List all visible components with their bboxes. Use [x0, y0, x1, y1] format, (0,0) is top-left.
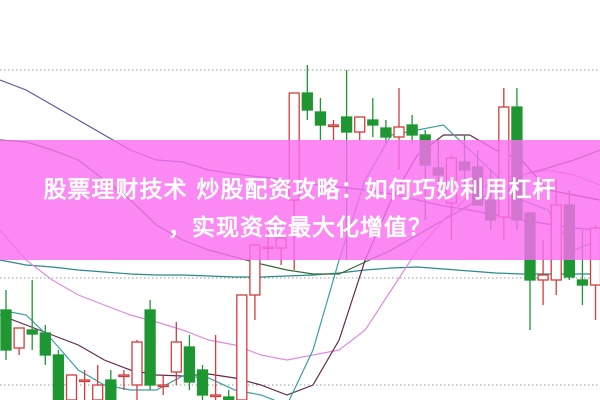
candle-up [92, 384, 104, 400]
candle-down [406, 124, 418, 136]
moving-average-line [0, 259, 600, 278]
candle-down [196, 369, 209, 396]
candle-down [367, 119, 379, 126]
candle-down [314, 111, 327, 126]
candle-up [209, 394, 222, 398]
candle-down [183, 346, 196, 383]
candle-down [144, 309, 156, 386]
candle-down [380, 127, 392, 138]
candle-up [65, 374, 78, 400]
candle-up [118, 374, 130, 378]
candle-up [327, 124, 340, 128]
candle-up [131, 341, 143, 386]
candle-down [0, 309, 12, 351]
candle-down [340, 116, 353, 133]
candle-down [576, 279, 589, 286]
candle-up [157, 384, 169, 388]
title-line-1: 股票理财技术 炒股配资攻略：如何巧妙利用杠杆 [43, 177, 557, 203]
candle-up [170, 341, 182, 373]
candle-down [301, 92, 313, 111]
candle-down [105, 379, 117, 400]
title-line-2: ，实现资金最大化增值？ [168, 215, 432, 241]
candle-down [39, 332, 51, 356]
candle-up [236, 294, 248, 400]
candle-up [354, 116, 366, 133]
candle-up [393, 126, 405, 138]
candle-up [537, 274, 549, 281]
title-banner: 股票理财技术 炒股配资攻略：如何巧妙利用杠杆 ，实现资金最大化增值？ [0, 140, 600, 260]
candle-down [52, 354, 65, 400]
candle-up [13, 327, 25, 349]
candle-down [223, 396, 235, 400]
candle-down [26, 329, 38, 335]
candle-up [78, 379, 91, 383]
